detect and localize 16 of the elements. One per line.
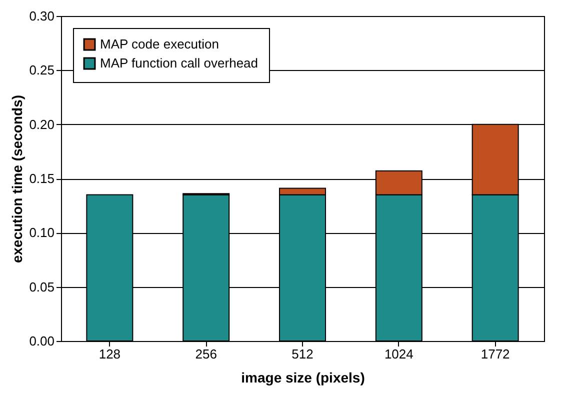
legend-label: MAP code execution [100,36,219,52]
y-tick-label: 0.15 [29,171,54,186]
y-axis-title: execution time (seconds) [9,94,26,264]
y-tick-label: 0.10 [29,225,54,240]
y-tick-label: 0.20 [29,116,54,132]
y-tick-label: 0.05 [29,279,54,294]
x-tick-label: 1024 [384,346,414,362]
x-tick-label: 512 [292,346,314,362]
x-tick-label: 256 [195,346,217,362]
y-tick-label: 0.25 [29,62,54,78]
x-tick-label: 1772 [480,346,510,362]
x-axis-title: image size (pixels) [241,370,365,386]
legend-label: MAP function call overhead [100,56,258,70]
y-tick-label: 0.00 [29,334,54,348]
y-tick-label: 0.30 [29,8,54,24]
x-tick-label: 128 [98,346,121,362]
